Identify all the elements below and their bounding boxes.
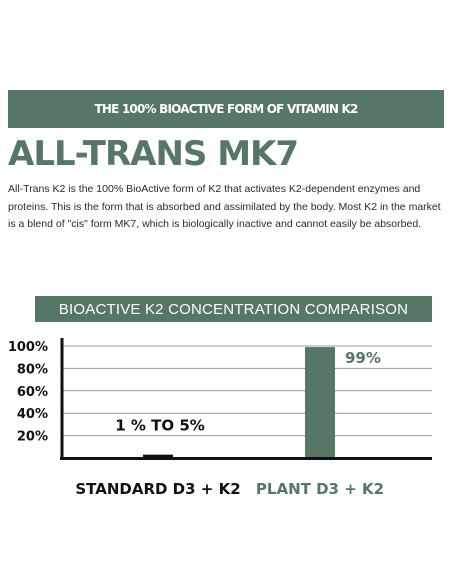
data-label: 99% (345, 349, 381, 367)
description-text: All-Trans K2 is the 100% BioActive form … (8, 183, 441, 230)
page-title: ALL-TRANS MK7 (8, 134, 299, 174)
y-tick-labels: 20% 40% 60% 80% 100% (8, 340, 48, 445)
hero-banner: THE 100% BIOACTIVE FORM OF VITAMIN K2 (8, 90, 444, 128)
category-labels: STANDARD D3 + K2 PLANT D3 + K2 (75, 480, 384, 498)
bar (305, 347, 335, 458)
grid-lines (62, 345, 432, 437)
bars (143, 347, 335, 458)
y-tick-label: 80% (17, 362, 48, 377)
y-tick-label: 40% (17, 407, 48, 422)
y-tick-label: 20% (17, 430, 48, 445)
data-label: 1 % TO 5% (115, 417, 205, 435)
category-label: STANDARD D3 + K2 (75, 480, 240, 498)
chart-title: BIOACTIVE K2 CONCENTRATION COMPARISON (35, 296, 432, 322)
data-labels: 1 % TO 5% 99% (115, 349, 381, 435)
category-label: PLANT D3 + K2 (256, 480, 384, 498)
y-tick-label: 60% (17, 385, 48, 400)
y-tick-label: 100% (8, 340, 48, 355)
bar (143, 454, 173, 458)
